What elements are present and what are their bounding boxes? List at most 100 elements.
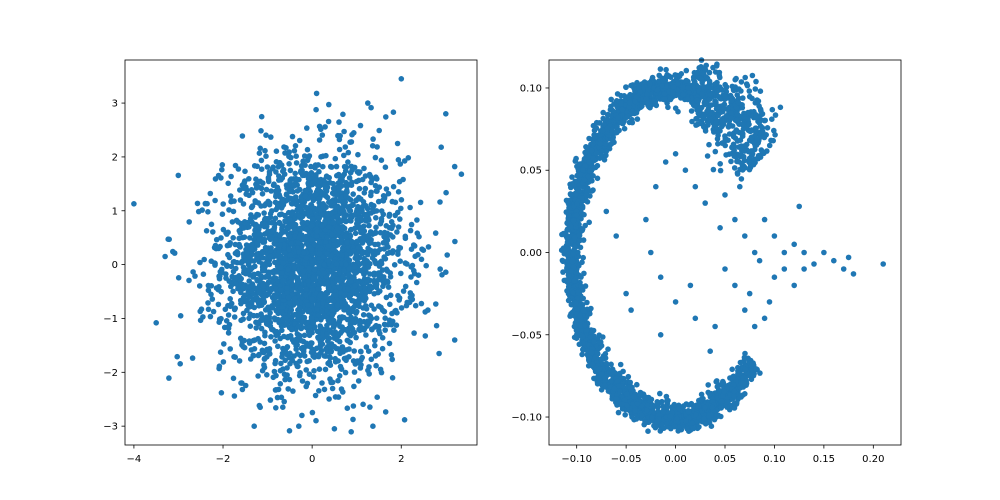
scatter-point — [294, 299, 300, 306]
scatter-point — [249, 241, 255, 248]
scatter-point — [316, 168, 322, 175]
scatter-point — [296, 137, 303, 144]
scatter-point — [258, 325, 265, 332]
scatter-point — [316, 123, 323, 130]
scatter-point — [621, 125, 628, 132]
scatter-point — [605, 346, 611, 353]
scatter-point — [369, 206, 376, 212]
scatter-point — [226, 254, 233, 261]
scatter-point — [261, 202, 268, 209]
scatter-point — [215, 301, 222, 308]
scatter-point — [273, 328, 280, 335]
scatter-point — [341, 163, 348, 170]
scatter-point — [263, 153, 269, 159]
scatter-point — [276, 219, 283, 226]
scatter-point — [284, 285, 290, 292]
scatter-point — [330, 330, 337, 337]
scatter-point — [334, 337, 340, 343]
scatter-point — [319, 308, 325, 315]
scatter-point — [333, 261, 340, 267]
scatter-point — [388, 219, 395, 225]
scatter-point — [317, 324, 324, 331]
scatter-point — [382, 409, 389, 415]
scatter-point — [356, 319, 363, 325]
scatter-point — [295, 239, 302, 246]
scatter-point — [361, 165, 367, 172]
scatter-point — [319, 380, 325, 386]
scatter-point — [247, 272, 253, 278]
scatter-point — [423, 262, 430, 269]
scatter-point — [288, 326, 295, 333]
scatter-point — [345, 159, 351, 165]
scatter-point — [330, 298, 337, 304]
scatter-point — [404, 261, 410, 267]
scatter-point — [246, 315, 252, 322]
scatter-point — [310, 374, 317, 380]
scatter-point — [260, 280, 266, 287]
scatter-point — [212, 176, 219, 182]
scatter-point — [437, 199, 443, 205]
scatter-point — [377, 246, 383, 253]
scatter-point — [389, 318, 396, 325]
scatter-point — [369, 326, 375, 333]
scatter-point — [280, 166, 287, 173]
scatter-point — [309, 258, 315, 265]
y-tick-label: 1 — [112, 206, 118, 217]
scatter-point — [349, 318, 356, 325]
scatter-point — [324, 194, 331, 201]
scatter-point — [286, 161, 292, 167]
scatter-point — [398, 205, 404, 212]
scatter-point — [352, 282, 358, 289]
scatter-point — [290, 388, 296, 394]
scatter-point — [226, 207, 232, 213]
scatter-point — [378, 157, 385, 163]
scatter-point — [224, 242, 231, 249]
scatter-point — [273, 387, 279, 393]
scatter-point — [251, 423, 257, 430]
scatter-point — [386, 340, 393, 347]
scatter-point — [340, 111, 346, 118]
scatter-point — [319, 223, 325, 229]
scatter-point — [337, 350, 343, 357]
scatter-point — [372, 182, 379, 189]
scatter-point — [311, 267, 318, 273]
scatter-point — [408, 221, 415, 228]
scatter-point — [325, 243, 332, 249]
scatter-point — [267, 397, 274, 403]
scatter-point — [268, 134, 274, 140]
scatter-point — [286, 153, 292, 160]
scatter-point — [343, 218, 349, 225]
scatter-point — [256, 402, 263, 409]
scatter-point — [623, 84, 629, 90]
scatter-point — [299, 378, 306, 384]
scatter-point — [386, 249, 393, 256]
scatter-point — [303, 340, 310, 347]
scatter-point — [415, 251, 421, 258]
scatter-point — [383, 186, 390, 192]
scatter-point — [349, 305, 355, 312]
scatter-point — [383, 235, 389, 242]
scatter-point — [362, 185, 369, 192]
scatter-point — [310, 197, 317, 204]
scatter-point — [382, 315, 389, 322]
scatter-point — [664, 397, 670, 404]
scatter-point — [325, 118, 332, 125]
scatter-point — [287, 300, 293, 307]
scatter-point — [373, 215, 379, 221]
scatter-point — [316, 215, 323, 221]
scatter-point — [738, 176, 745, 182]
scatter-point — [372, 353, 379, 359]
scatter-point — [297, 232, 304, 238]
scatter-point — [262, 355, 268, 362]
scatter-point — [777, 104, 784, 111]
scatter-point — [308, 223, 315, 229]
scatter-point — [210, 308, 217, 315]
scatter-point — [162, 253, 168, 260]
scatter-point — [277, 176, 284, 183]
x-tick-label: −2 — [216, 454, 231, 465]
scatter-point — [326, 101, 332, 108]
scatter-point — [392, 199, 399, 206]
scatter-point — [277, 287, 284, 293]
scatter-point — [262, 221, 269, 228]
